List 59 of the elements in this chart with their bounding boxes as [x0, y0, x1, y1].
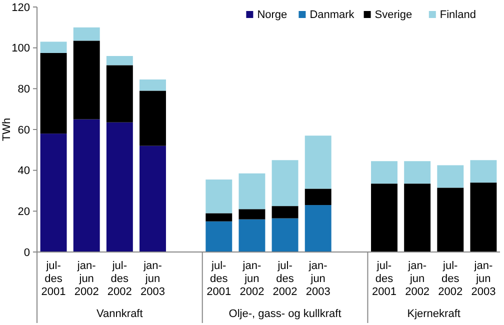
bar	[106, 122, 133, 252]
y-tick-label: 80	[18, 84, 30, 96]
y-tick-label: 0	[24, 246, 30, 259]
x-tick-label: jul-des 2001	[372, 260, 396, 298]
x-tick-label: jan-jun 2003	[306, 260, 330, 298]
bar	[140, 90, 166, 146]
x-tick-label: jan-jun 2003	[140, 260, 165, 298]
bar	[73, 40, 100, 120]
bar	[470, 160, 497, 183]
bar	[206, 213, 232, 222]
bar	[371, 184, 398, 252]
bar	[206, 180, 232, 214]
bar	[304, 205, 332, 252]
x-tick-label: jan-jun 2003	[471, 260, 496, 298]
bar	[404, 184, 431, 252]
bar	[40, 42, 67, 53]
text: Olje-, gass- og kullkraft	[228, 308, 342, 320]
text: Kjernekraft	[407, 308, 460, 320]
legend-label: Finland	[440, 9, 476, 21]
y-tick-label: 20	[18, 206, 30, 218]
x-tick-label: jul-des 2001	[41, 260, 66, 298]
bar	[272, 206, 298, 218]
bar	[272, 160, 298, 206]
bar	[304, 136, 332, 189]
x-tick-label: jul-des 2002	[438, 260, 463, 298]
bar	[106, 56, 133, 66]
bar	[470, 182, 497, 252]
y-tick-label: 120	[12, 2, 30, 14]
bar	[40, 134, 67, 252]
bar	[140, 79, 166, 91]
x-tick-label: jan-jun 2002	[405, 260, 430, 298]
bar	[238, 219, 266, 252]
bar	[40, 52, 67, 134]
bar	[73, 27, 100, 41]
y-tick-label: 60	[18, 124, 30, 136]
bar	[140, 146, 166, 252]
x-tick-label: jul-des 2001	[206, 260, 232, 298]
x-tick-label: jan-jun 2002	[74, 260, 99, 298]
bar	[106, 65, 133, 122]
x-tick-label: jul-des 2002	[272, 260, 298, 298]
bar	[238, 209, 266, 220]
legend-label: Norge	[257, 9, 288, 21]
bar	[404, 161, 431, 184]
y-tick-label: 40	[18, 165, 30, 178]
y-tick-label: 100	[12, 42, 30, 55]
bar	[304, 188, 332, 206]
text: Vannkraft	[96, 308, 143, 320]
bar	[206, 221, 232, 252]
y-axis-title: TWh	[1, 118, 13, 142]
bar	[371, 161, 398, 184]
bar	[437, 188, 464, 252]
x-tick-label: jul-des 2002	[107, 260, 132, 298]
legend-label: Danmark	[310, 9, 355, 21]
bar	[272, 218, 298, 252]
x-tick-label: jan-jun 2002	[240, 260, 264, 298]
bar	[73, 119, 100, 252]
bar	[238, 173, 266, 210]
legend-label: Sverige	[374, 9, 412, 21]
bar	[437, 165, 464, 188]
